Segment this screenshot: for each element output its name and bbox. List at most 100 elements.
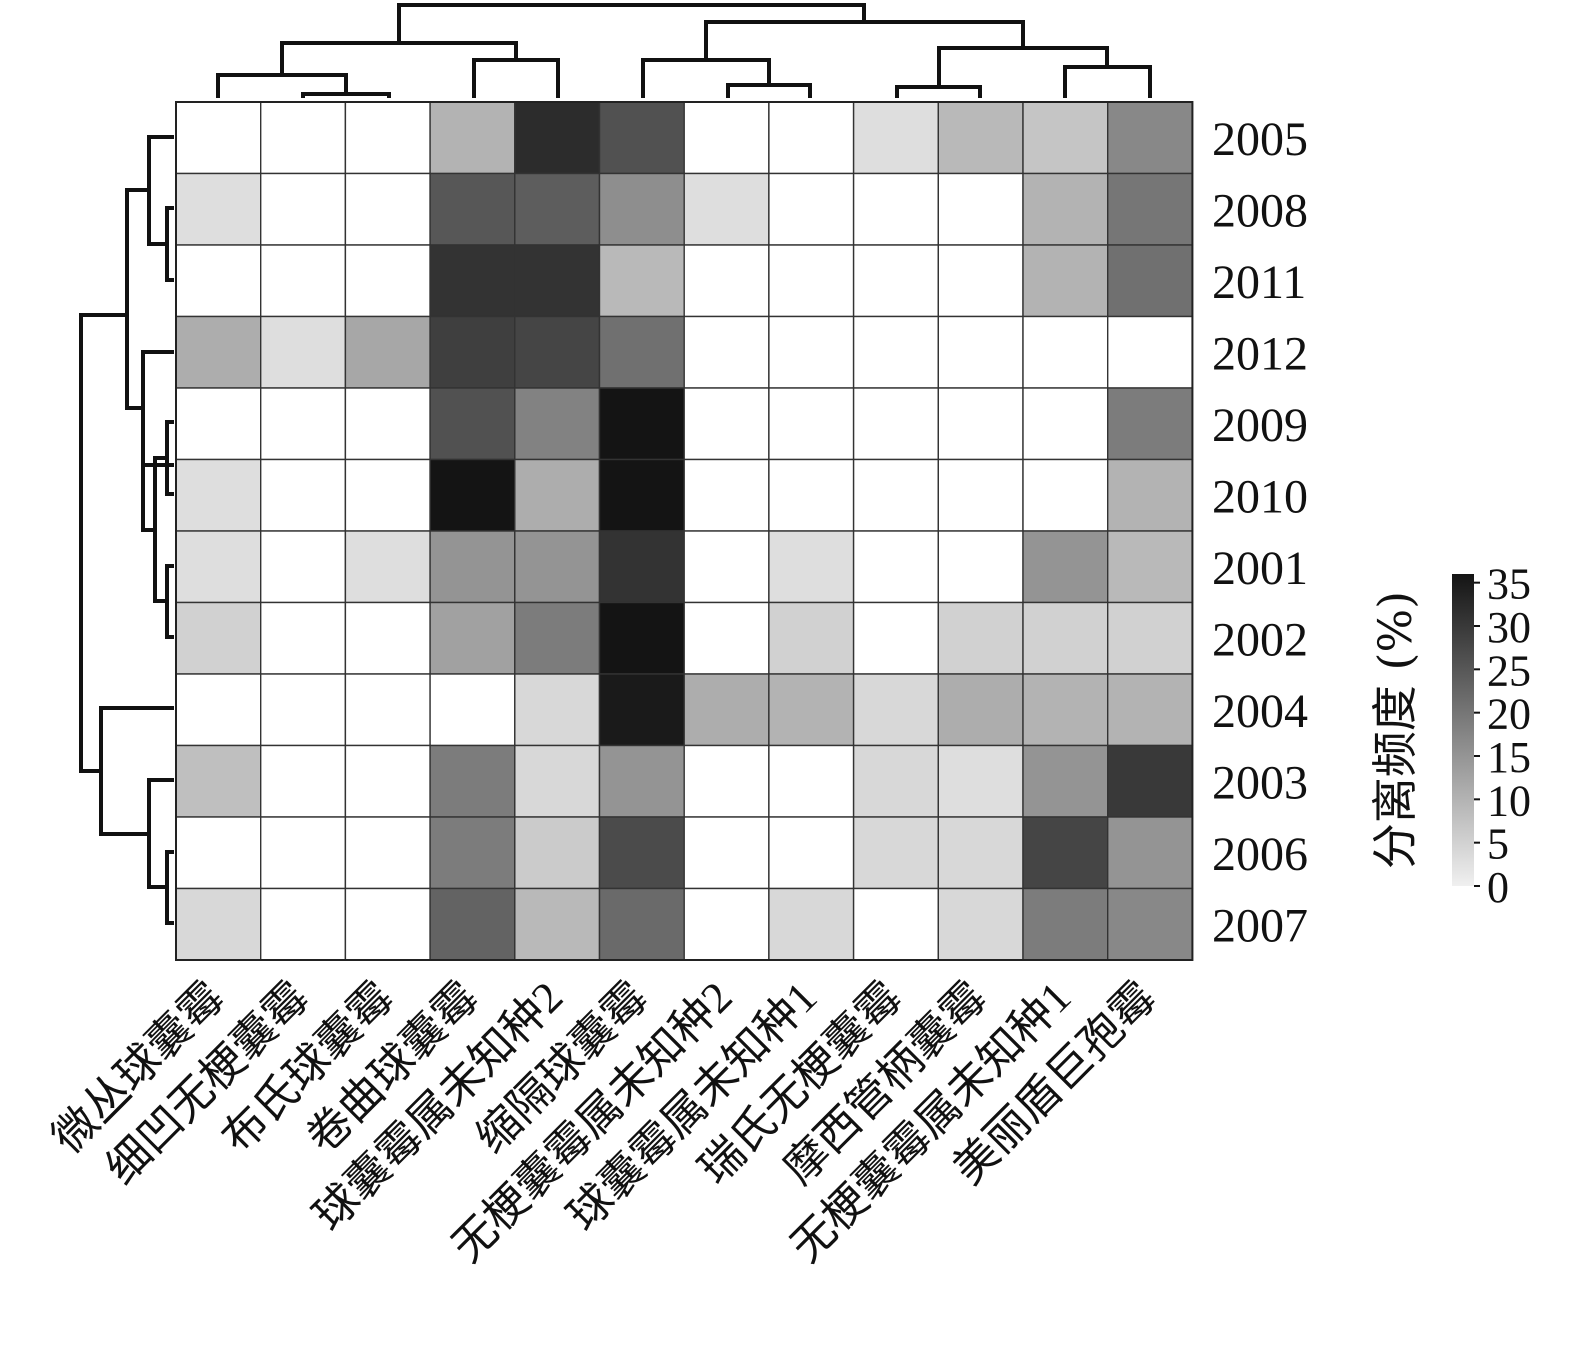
colorbar-tick-label: 15 bbox=[1487, 733, 1531, 782]
column-labels: 微丛球囊霉细凹无梗囊霉布氏球囊霉卷曲球囊霉球囊霉属未知种2缩隔球囊霉无梗囊霉属未… bbox=[43, 972, 1165, 1271]
heatmap-cell bbox=[683, 673, 770, 747]
heatmap-cell bbox=[1106, 601, 1194, 675]
heatmap-cell bbox=[514, 315, 601, 389]
heatmap-cell bbox=[768, 387, 855, 461]
heatmap-cell bbox=[683, 744, 770, 818]
heatmap-cell bbox=[598, 530, 685, 604]
heatmap-cell bbox=[514, 458, 601, 532]
heatmap-cell bbox=[514, 744, 601, 818]
row-label: 2011 bbox=[1212, 256, 1306, 309]
heatmap-cell bbox=[683, 387, 770, 461]
heatmap-cell bbox=[175, 315, 262, 389]
heatmap-cell bbox=[683, 458, 770, 532]
heatmap-cell bbox=[768, 816, 855, 890]
row-dendro-link bbox=[79, 313, 127, 773]
row-label: 2005 bbox=[1212, 113, 1308, 166]
heatmap-cell bbox=[344, 887, 431, 961]
heatmap-cell bbox=[1022, 172, 1109, 246]
heatmap-cell bbox=[175, 601, 262, 675]
heatmap-cell bbox=[598, 744, 685, 818]
heatmap-cell bbox=[344, 244, 431, 318]
heatmap-cell bbox=[852, 315, 939, 389]
row-dendro-link bbox=[165, 564, 174, 639]
heatmap-cell bbox=[852, 816, 939, 890]
heatmap-cell bbox=[1022, 315, 1109, 389]
heatmap-cell bbox=[1022, 387, 1109, 461]
heatmap-cell bbox=[175, 244, 262, 318]
heatmap-cell bbox=[937, 244, 1024, 318]
heatmap-cell bbox=[852, 172, 939, 246]
colorbar-tick-label: 5 bbox=[1487, 820, 1509, 869]
heatmap-cell bbox=[175, 816, 262, 890]
heatmap-cell bbox=[429, 816, 516, 890]
heatmap-cell bbox=[598, 387, 685, 461]
row-label: 2004 bbox=[1212, 685, 1308, 738]
heatmap-cell bbox=[1106, 244, 1194, 318]
row-labels: 2005 2008 2011 2012 2009 2010 2001 2002 2004 2003… bbox=[1212, 113, 1308, 953]
heatmap-cell bbox=[260, 244, 347, 318]
heatmap-cell bbox=[260, 601, 347, 675]
heatmap-cells bbox=[175, 101, 1194, 961]
heatmap-cell bbox=[514, 172, 601, 246]
column-dendrogram bbox=[216, 3, 1152, 98]
heatmap-cell bbox=[768, 458, 855, 532]
heatmap-cell bbox=[852, 101, 939, 175]
heatmap-cell bbox=[852, 387, 939, 461]
colorbar-gradient bbox=[1452, 574, 1474, 886]
heatmap-cell bbox=[260, 315, 347, 389]
heatmap-cell bbox=[344, 315, 431, 389]
heatmap-cell bbox=[1106, 816, 1194, 890]
heatmap-cell bbox=[598, 315, 685, 389]
heatmap-cell bbox=[1022, 744, 1109, 818]
heatmap-cell bbox=[344, 101, 431, 175]
heatmap-cell bbox=[1022, 530, 1109, 604]
heatmap-cell bbox=[1106, 101, 1194, 175]
colorbar-tick-label: 20 bbox=[1487, 690, 1531, 739]
heatmap-cell bbox=[344, 816, 431, 890]
heatmap-cell bbox=[852, 244, 939, 318]
heatmap-cell bbox=[514, 101, 601, 175]
row-label: 2012 bbox=[1212, 327, 1308, 380]
heatmap-cell bbox=[768, 101, 855, 175]
heatmap-cell bbox=[260, 744, 347, 818]
heatmap-cell bbox=[598, 601, 685, 675]
col-dendro-link bbox=[1063, 65, 1152, 98]
heatmap-cell bbox=[1106, 530, 1194, 604]
row-dendro-link bbox=[141, 465, 155, 532]
heatmap-cell bbox=[598, 673, 685, 747]
row-dendro-link bbox=[165, 420, 174, 496]
col-dendro-link bbox=[301, 92, 391, 98]
heatmap-cell bbox=[429, 244, 516, 318]
heatmap-cell bbox=[344, 601, 431, 675]
row-label: 2003 bbox=[1212, 756, 1308, 809]
heatmap-cell bbox=[768, 244, 855, 318]
heatmap-cell bbox=[429, 101, 516, 175]
heatmap-cell bbox=[514, 601, 601, 675]
row-label: 2009 bbox=[1212, 399, 1308, 452]
heatmap-cell bbox=[175, 458, 262, 532]
heatmap-cell bbox=[344, 530, 431, 604]
heatmap-cell bbox=[1022, 601, 1109, 675]
heatmap-cell bbox=[429, 530, 516, 604]
heatmap-cell bbox=[429, 673, 516, 747]
heatmap-cell bbox=[260, 387, 347, 461]
heatmap-cell bbox=[852, 530, 939, 604]
heatmap-cell bbox=[1106, 744, 1194, 818]
heatmap-cell bbox=[344, 744, 431, 818]
row-label: 2007 bbox=[1212, 899, 1308, 952]
heatmap-cell bbox=[1022, 673, 1109, 747]
heatmap-cell bbox=[429, 744, 516, 818]
heatmap-cell bbox=[514, 244, 601, 318]
heatmap-cell bbox=[683, 887, 770, 961]
heatmap-cell bbox=[937, 601, 1024, 675]
heatmap-cell bbox=[429, 315, 516, 389]
heatmap-cell bbox=[429, 601, 516, 675]
heatmap-cell bbox=[514, 887, 601, 961]
row-label: 2006 bbox=[1212, 828, 1308, 881]
heatmap-cell bbox=[852, 673, 939, 747]
heatmap-cell bbox=[514, 530, 601, 604]
row-dendro-link bbox=[125, 188, 149, 410]
heatmap-cell bbox=[260, 101, 347, 175]
